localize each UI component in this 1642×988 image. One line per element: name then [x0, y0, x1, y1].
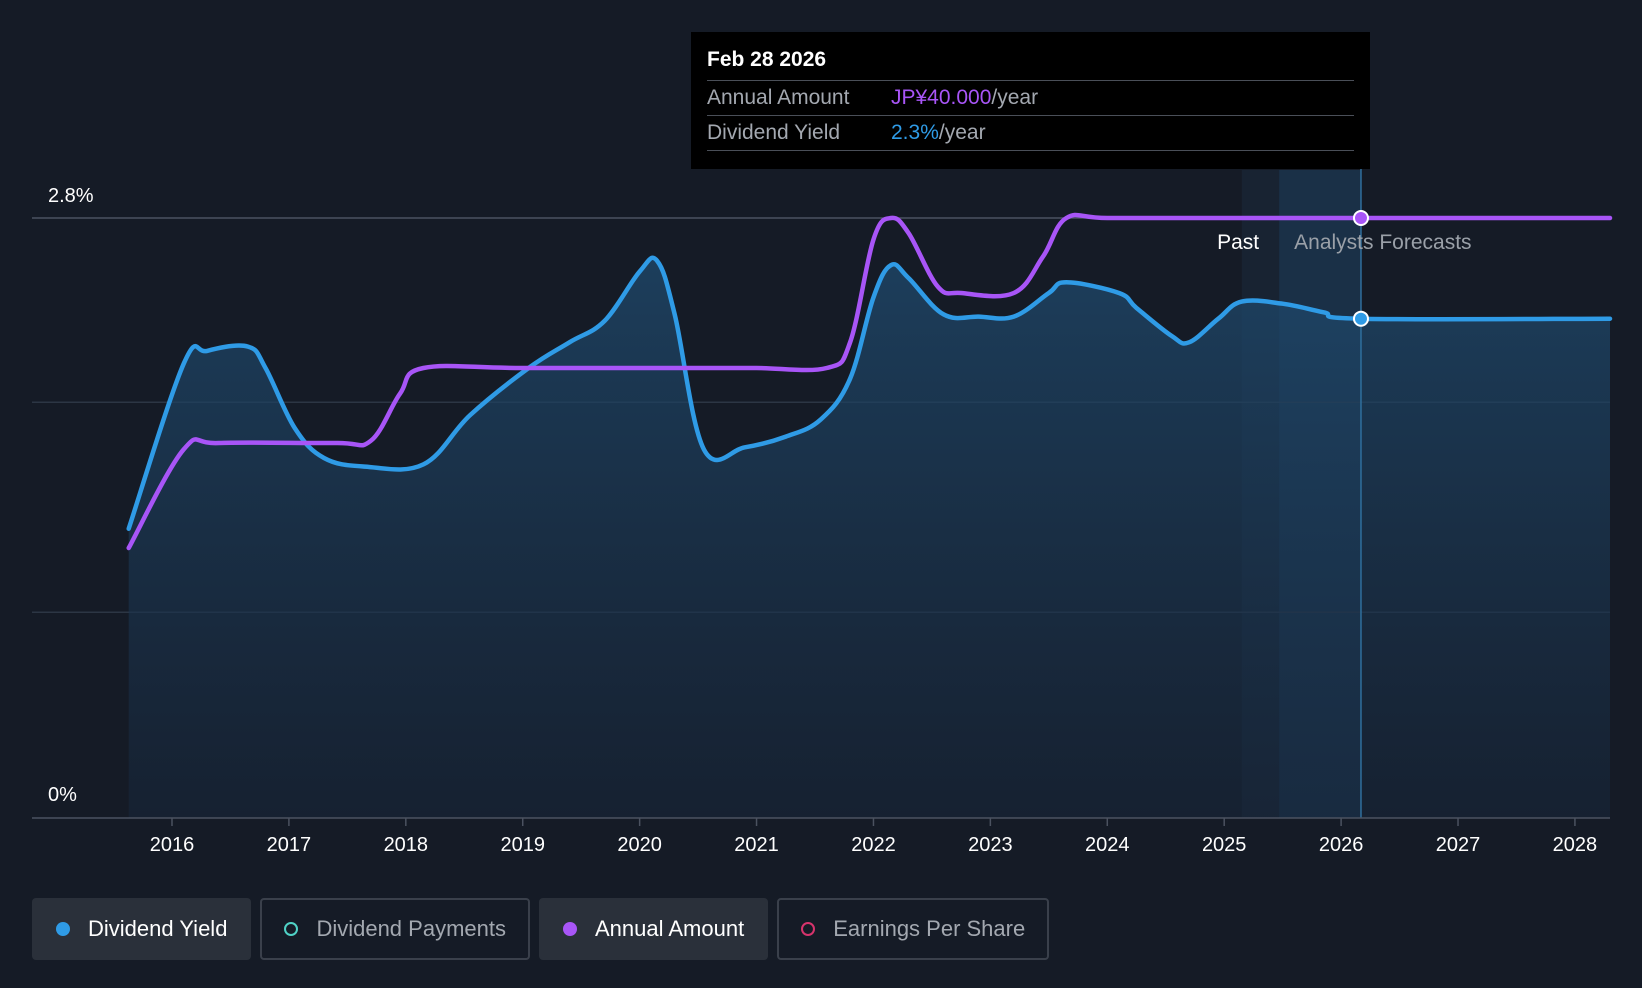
annual-amount-marker	[1352, 210, 1369, 226]
x-tick-label: 2026	[1319, 834, 1364, 856]
legend-dot-icon	[801, 922, 816, 936]
tooltip-date: Feb 28 2026	[707, 46, 1354, 81]
tooltip-label: Dividend Yield	[707, 121, 841, 144]
dividend-chart: 2016 2017 2018 2019 2020 2021 2022 2023 2024 2025…	[32, 169, 1613, 856]
x-tick-label: 2023	[968, 834, 1013, 856]
annual-amount-line	[126, 212, 1613, 551]
x-tick-label: 2022	[851, 834, 896, 856]
chart-tooltip: Feb 28 2026 Annual Amount JP¥40.000 /yea…	[691, 32, 1370, 169]
x-tick-label: 2025	[1202, 834, 1247, 856]
x-tick-label: 2027	[1436, 834, 1481, 856]
x-tick-label: 2024	[1085, 834, 1130, 856]
legend-dot-icon	[562, 922, 577, 936]
legend-earnings-per-share[interactable]: Earnings Per Share	[777, 898, 1050, 960]
legend-label: Earnings Per Share	[833, 916, 1026, 941]
legend-dot-icon	[56, 922, 70, 936]
tooltip-row-dividend-yield: Dividend Yield 2.3% /year	[707, 116, 1354, 151]
dividend-yield-marker	[1352, 310, 1369, 327]
legend-dividend-payments[interactable]: Dividend Payments	[260, 898, 530, 960]
x-tick-label: 2016	[150, 834, 195, 856]
x-tick-label: 2018	[384, 834, 429, 856]
legend-label: Annual Amount	[594, 916, 745, 941]
y-tick-label: 0%	[48, 784, 77, 806]
legend-label: Dividend Payments	[316, 916, 506, 941]
tooltip-label: Annual Amount	[707, 86, 850, 109]
y-tick-label: 2.8%	[48, 185, 94, 207]
tooltip-unit: /year	[938, 121, 986, 144]
x-tick-label: 2019	[500, 834, 545, 856]
dividend-yield-area	[128, 257, 1611, 819]
chart-legend: Dividend Yield Dividend Payments Annual …	[32, 898, 1050, 960]
past-label: Past	[1217, 231, 1259, 254]
forecast-label: Analysts Forecasts	[1294, 231, 1471, 254]
legend-dividend-yield[interactable]: Dividend Yield	[32, 898, 252, 960]
x-tick-label: 2017	[267, 834, 312, 856]
x-tick-label: 2028	[1553, 834, 1598, 856]
tooltip-value: 2.3%	[891, 121, 939, 144]
tooltip-row-annual-amount: Annual Amount JP¥40.000 /year	[707, 81, 1354, 116]
dividend-yield-line	[126, 255, 1613, 531]
x-tick-label: 2021	[734, 834, 779, 856]
legend-dot-icon	[284, 922, 299, 936]
legend-annual-amount[interactable]: Annual Amount	[538, 898, 769, 960]
tooltip-unit: /year	[991, 86, 1039, 109]
x-tick-label: 2020	[617, 834, 662, 856]
legend-label: Dividend Yield	[88, 916, 228, 941]
tooltip-value: JP¥40.000	[891, 86, 992, 109]
